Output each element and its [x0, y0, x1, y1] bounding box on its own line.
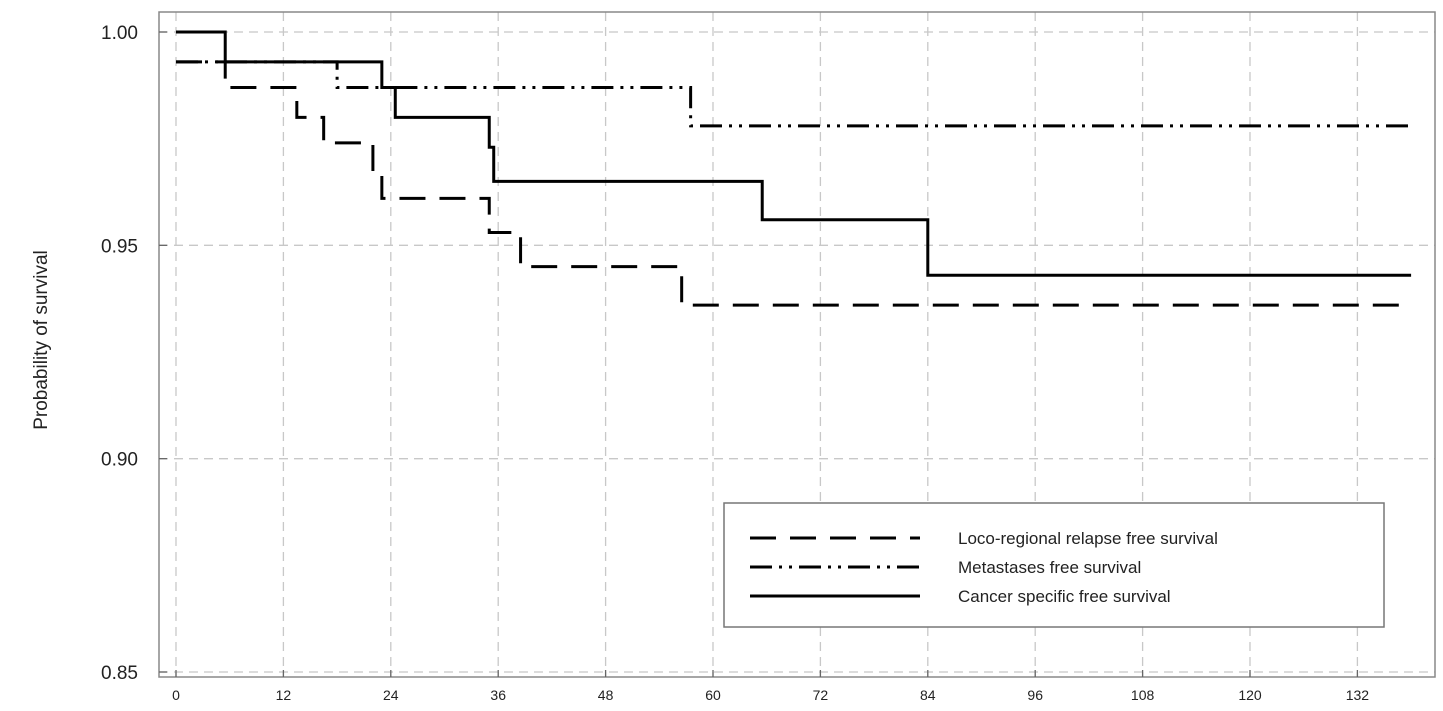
x-tick-label: 12 — [276, 687, 292, 703]
y-axis-title: Probability of survival — [31, 250, 52, 430]
y-tick-label: 0.95 — [101, 236, 138, 257]
x-tick-label: 132 — [1346, 687, 1370, 703]
legend: Loco-regional relapse free survival Metas… — [723, 502, 1385, 628]
legend-label: Cancer specific free survival — [958, 587, 1171, 606]
series-line-1 — [176, 60, 1412, 307]
legend-label: Metastases free survival — [958, 558, 1141, 577]
legend-box — [723, 502, 1385, 628]
x-tick-label: 72 — [813, 687, 829, 703]
grid-layer — [159, 12, 1435, 677]
x-tick-label: 24 — [383, 687, 399, 703]
x-tick-label: 60 — [705, 687, 721, 703]
series-line-3 — [176, 30, 1412, 277]
x-tick-label: 0 — [172, 687, 180, 703]
series-line-2 — [176, 60, 1412, 128]
x-tick-label: 96 — [1027, 687, 1043, 703]
y-tick-label: 1.00 — [101, 23, 138, 44]
x-tick-label: 120 — [1238, 687, 1262, 703]
y-tick-label: 0.90 — [101, 450, 138, 471]
series-layer — [176, 30, 1412, 307]
x-tick-label: 36 — [490, 687, 506, 703]
legend-label: Loco-regional relapse free survival — [958, 529, 1218, 548]
plot-area-frame — [158, 11, 1436, 678]
x-tick-label: 108 — [1131, 687, 1155, 703]
x-tick-label: 84 — [920, 687, 936, 703]
x-tick-label: 48 — [598, 687, 614, 703]
axis-layer: 0 12 24 36 48 60 72 84 96 108 120 132 0.85 0.90 0.95 1.… — [101, 23, 1369, 703]
y-tick-label: 0.85 — [101, 663, 138, 684]
